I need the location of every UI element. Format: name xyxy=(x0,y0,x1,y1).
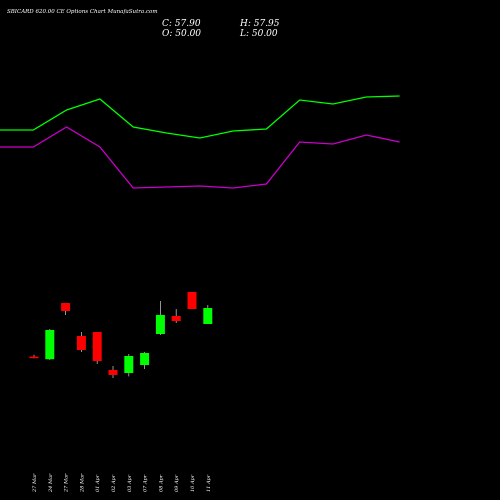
candle-body-down xyxy=(187,292,197,309)
candle xyxy=(61,303,71,315)
x-tick-label: 02 Apr xyxy=(111,474,117,492)
x-tick-label: 08 Apr xyxy=(158,474,164,492)
candle xyxy=(203,305,213,324)
candle-body-up xyxy=(124,356,134,373)
candle-body-down xyxy=(61,303,71,311)
x-tick-label: 01 Apr xyxy=(95,474,101,492)
candle-body-down xyxy=(29,356,39,359)
x-tick-label: 07 Apr xyxy=(143,474,149,492)
x-tick-label: 27 Mar xyxy=(32,473,38,493)
x-tick-label: 03 Apr xyxy=(127,474,133,492)
candle xyxy=(45,329,55,360)
upper-band-line xyxy=(0,95,400,139)
open-value: O: 50.00 xyxy=(162,29,202,39)
candle xyxy=(140,352,150,369)
close-value: C: 57.90 xyxy=(162,19,201,29)
candle xyxy=(29,354,39,359)
candle xyxy=(187,292,197,309)
candle xyxy=(155,301,165,335)
low-value: L: 50.00 xyxy=(240,29,278,39)
candle xyxy=(76,332,86,352)
x-tick-label: 24 Mar xyxy=(48,473,54,493)
x-tick-label: 28 Mar xyxy=(79,473,85,493)
high-value: H: 57.95 xyxy=(240,19,280,29)
candle-body-down xyxy=(92,332,102,361)
x-tick-label: 09 Apr xyxy=(174,474,180,492)
candle-body-up xyxy=(203,308,213,324)
candle-body-down xyxy=(108,370,118,375)
candle xyxy=(171,309,181,323)
candle-body-down xyxy=(76,336,86,350)
candle xyxy=(92,332,102,364)
candle xyxy=(124,354,134,377)
candle xyxy=(108,366,118,378)
candle-body-up xyxy=(140,353,150,365)
x-tick-label: 11 Apr xyxy=(206,474,212,492)
lower-band-line xyxy=(0,126,400,189)
candle-body-up xyxy=(45,330,55,360)
candle-body-down xyxy=(171,316,181,321)
x-tick-label: 10 Apr xyxy=(190,474,196,492)
chart-title: SBICARD 620.00 CE Options Chart MunafaSu… xyxy=(7,9,158,15)
x-tick-label: 27 Mar xyxy=(64,473,70,493)
candle-body-up xyxy=(155,315,165,334)
